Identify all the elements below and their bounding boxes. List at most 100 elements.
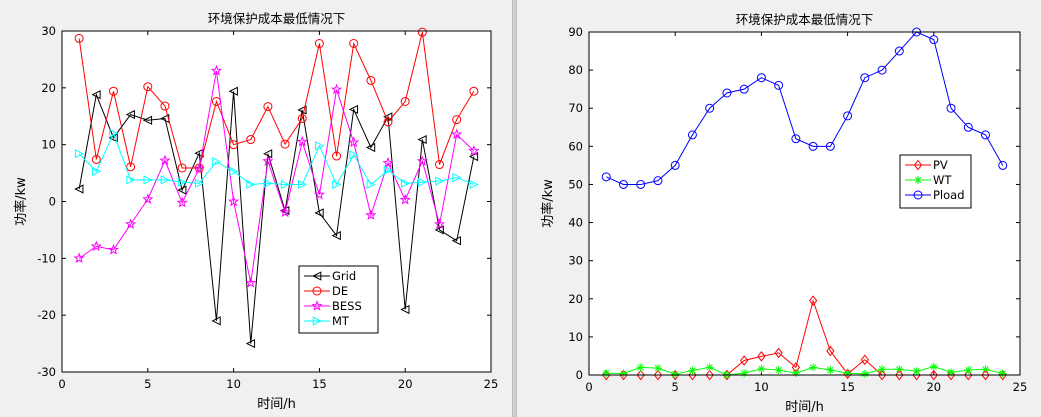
left-chart-series-de-point	[435, 160, 445, 170]
left-chart-series-de-point	[160, 101, 170, 111]
right-chart-legend-entry-pv-marker	[913, 159, 923, 171]
left-chart: 0 5 10 15 20 25 -30 -20 -10 0 10 20 30 环境保护成本最低情况下时间/…	[13, 11, 498, 412]
right-chart-series-wt-point	[740, 369, 749, 378]
left-chart-series-mt-point	[418, 177, 428, 187]
left-chart-legend-entry-grid-marker	[312, 271, 322, 281]
left-chart-series-grid-point	[468, 151, 479, 162]
right-chart-series-pload-point	[929, 35, 939, 45]
right-chart-series-wt-point	[671, 370, 680, 379]
right-chart-series-pload	[601, 27, 1008, 189]
right-chart-series-wt-point	[636, 363, 645, 372]
right-chart-series-pv-point	[774, 347, 783, 359]
left-chart-series-bess	[73, 64, 480, 288]
right-chart: 0 5 10 15 20 25 0 10 20 30 40 50 60 70 80 90 环境保护成本最低情况下…	[540, 12, 1027, 415]
right-chart-series-pload-point	[963, 122, 973, 132]
left-chart-series-mt-point	[332, 179, 342, 190]
left-chart-series-bess-point	[451, 128, 463, 140]
left-chart-series-grid-point	[348, 104, 359, 115]
right-chart-title: 环境保护成本最低情况下	[736, 12, 874, 27]
figure-splitter[interactable]	[512, 0, 517, 417]
left-chart-series-bess-point	[193, 162, 205, 174]
left-chart-x-tick-label: 25	[484, 377, 499, 391]
right-chart-series-wt-point	[964, 366, 973, 375]
left-chart-x-tick-label: 5	[144, 377, 151, 391]
left-chart-plot-area	[62, 31, 491, 372]
right-chart-series-wt-point-stroke	[947, 369, 955, 376]
right-chart-series-pv-point	[895, 369, 904, 381]
right-chart-series-wt-point	[912, 367, 921, 376]
right-chart-series-pv-point	[688, 369, 697, 381]
left-chart-series-de-point	[349, 39, 359, 49]
left-chart-series-bess-point	[382, 156, 394, 168]
right-chart-series-pload-point	[670, 160, 680, 170]
left-chart-series-mt-point	[435, 176, 445, 186]
right-chart-axes-box	[588, 31, 1021, 376]
right-chart-series-wt-point-stroke	[896, 366, 903, 373]
left-chart-series-mt-point	[109, 128, 119, 138]
right-chart-series-wt-point	[774, 366, 783, 375]
left-chart-series-de-point	[469, 86, 479, 96]
left-chart-series-grid-point	[417, 134, 427, 145]
right-chart-series-pload-point	[860, 73, 870, 83]
left-chart-series-mt-point	[452, 173, 462, 183]
right-chart-series-pload-point	[653, 176, 663, 186]
right-chart-series-pload-point	[946, 103, 956, 113]
right-chart-series-wt-point-stroke	[982, 366, 989, 373]
right-chart-legend-box	[899, 154, 972, 209]
right-chart-series-pv-point	[653, 369, 663, 381]
left-chart-series-de-point	[383, 117, 393, 127]
left-chart-series-de-point	[91, 154, 101, 164]
right-chart-y-tick-label: 0	[576, 368, 583, 382]
left-chart-series-bess-point	[313, 188, 326, 200]
right-chart-series-pload-point	[981, 130, 991, 140]
left-chart-series-bess-point	[227, 195, 240, 207]
left-chart-series-de-point	[314, 39, 324, 49]
left-chart-y-tick-label: -20	[37, 308, 56, 322]
right-chart-series-pload-point	[601, 172, 611, 182]
right-chart-series-pload-point	[877, 65, 887, 75]
left-chart-series-mt-point	[177, 177, 188, 187]
left-chart-y-tick-label: -10	[37, 251, 56, 265]
right-chart-legend-entry-pload-label: Pload	[933, 188, 965, 202]
left-chart-series-grid-point	[400, 304, 410, 315]
right-chart-series-wt-point	[929, 362, 938, 371]
right-chart-series-wt-point-stroke	[672, 371, 679, 378]
right-chart-series-pv-point	[860, 354, 869, 366]
left-chart-series-grid-point	[434, 225, 444, 235]
right-chart-series-wt-point-stroke	[775, 366, 782, 374]
left-chart-series-bess-point	[107, 243, 120, 255]
left-chart-series-mt-point	[229, 166, 239, 176]
right-chart-series-wt-point	[619, 369, 628, 378]
left-chart-series-bess-point	[245, 276, 257, 288]
right-chart-series-pload-point	[774, 80, 784, 90]
left-chart-series-mt-point	[263, 178, 273, 188]
right-chart-series-pload-point	[998, 160, 1008, 170]
left-chart-series-de-point	[332, 151, 342, 161]
left-chart-series-grid-point	[331, 230, 341, 241]
left-chart-series-de-point	[452, 115, 462, 125]
right-chart-y-tick-label: 80	[568, 63, 583, 77]
left-chart-series-bess-point	[159, 154, 171, 166]
left-chart-y-tick-label: 20	[41, 81, 56, 95]
left-chart-series-grid-point	[451, 236, 461, 246]
left-chart-series-de-point	[126, 162, 136, 172]
right-chart-series-wt-point	[998, 369, 1007, 378]
right-chart-y-tick-label: 20	[568, 292, 583, 306]
right-chart-series-wt-point	[878, 365, 887, 374]
left-chart-series-bess-point	[296, 135, 308, 147]
left-chart-legend-entry-grid: Grid	[304, 269, 356, 283]
right-chart-series-pload-point	[894, 46, 904, 56]
left-chart-y-tick-label: 30	[41, 24, 56, 38]
right-chart-series-wt-point-stroke	[878, 366, 886, 373]
right-chart-legend-entry-wt: WT	[905, 173, 952, 187]
left-chart-series-de-line	[78, 32, 475, 169]
left-chart-series-grid-point	[314, 208, 324, 218]
right-chart-series-pload-point	[618, 179, 628, 189]
right-chart-series-wt-point-stroke	[654, 364, 662, 372]
right-chart-series-wt-point	[705, 363, 714, 372]
right-chart-x-tick-label: 0	[585, 380, 592, 394]
right-chart-x-tick-label: 20	[926, 380, 941, 394]
left-chart-series-bess-point	[433, 218, 446, 230]
